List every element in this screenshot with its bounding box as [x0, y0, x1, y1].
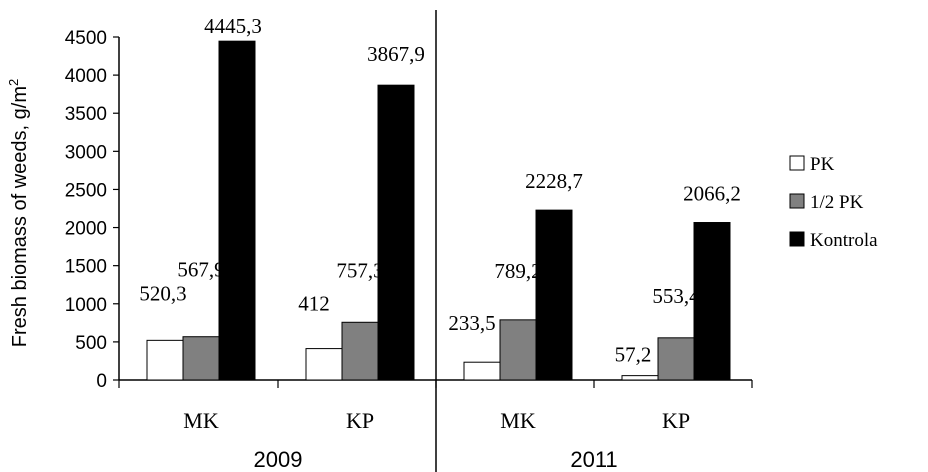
category-label: MK — [500, 408, 536, 433]
bar-1-2-pk — [342, 322, 378, 380]
bar-kontrola — [536, 210, 572, 380]
data-label: 57,2 — [615, 343, 652, 367]
data-label: 412 — [298, 292, 330, 316]
bar-pk — [147, 340, 183, 380]
bar-pk — [622, 376, 658, 380]
y-tick-label: 1000 — [65, 295, 107, 316]
group-label: 2011 — [570, 447, 617, 472]
bar-1-2-pk — [183, 337, 219, 380]
y-tick-label: 1500 — [65, 257, 107, 278]
data-label: 567,9 — [177, 258, 224, 282]
legend-label: Kontrola — [810, 230, 878, 251]
legend-label: 1/2 PK — [810, 192, 864, 213]
category-label: KP — [346, 408, 374, 433]
data-label: 789,2 — [494, 259, 541, 283]
y-axis-label: Fresh biomass of weeds, g/m2 — [6, 79, 31, 347]
data-label: 553,4 — [652, 284, 700, 308]
y-tick-label: 4000 — [65, 66, 107, 87]
y-tick-label: 500 — [75, 333, 107, 354]
y-tick-label: 3500 — [65, 104, 107, 125]
legend-swatch — [790, 156, 804, 170]
category-label: KP — [662, 408, 690, 433]
y-tick-label: 4500 — [65, 28, 107, 49]
legend-swatch — [790, 232, 804, 246]
bar-kontrola — [378, 85, 414, 380]
data-label: 2066,2 — [683, 182, 741, 206]
data-label: 4445,3 — [204, 14, 262, 38]
bar-kontrola — [219, 41, 255, 380]
bar-pk — [306, 349, 342, 380]
bar-1-2-pk — [500, 320, 536, 380]
data-label: 757,3 — [336, 258, 383, 282]
data-label: 520,3 — [139, 281, 186, 305]
y-tick-label: 3000 — [65, 142, 107, 163]
bar-1-2-pk — [658, 338, 694, 380]
y-tick-label: 0 — [96, 371, 107, 392]
data-label: 3867,9 — [367, 42, 425, 66]
data-label: 233,5 — [448, 311, 495, 335]
y-tick-label: 2500 — [65, 180, 107, 201]
category-label: MK — [183, 408, 219, 433]
bar-kontrola — [694, 223, 730, 380]
y-tick-label: 2000 — [65, 219, 107, 240]
data-label: 2228,7 — [525, 169, 583, 193]
y-axis-label-superscript: 2 — [6, 79, 21, 86]
legend-label: PK — [810, 154, 835, 175]
group-label: 2009 — [254, 447, 303, 472]
legend-swatch — [790, 194, 804, 208]
bar-pk — [464, 362, 500, 380]
